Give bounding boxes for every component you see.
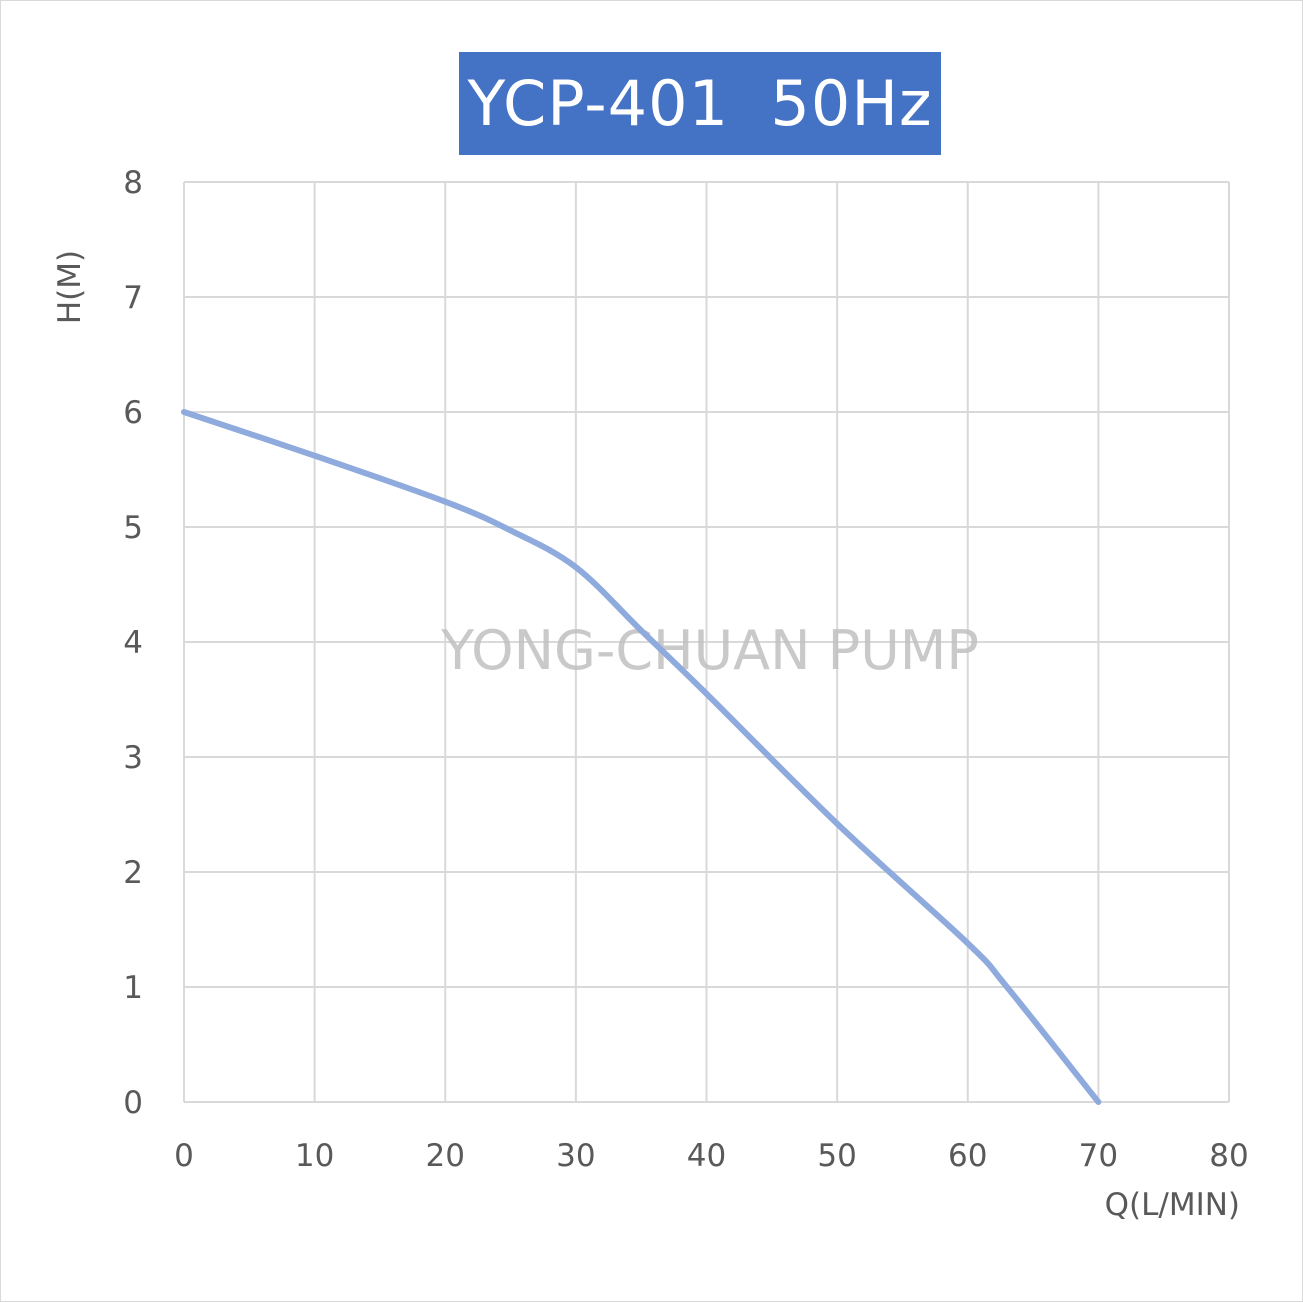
y-tick-label: 1 [123, 970, 143, 1006]
x-tick-label: 40 [687, 1138, 726, 1174]
x-tick-labels: 0 10 20 30 40 50 60 70 80 [174, 1138, 1249, 1174]
x-tick-label: 70 [1079, 1138, 1118, 1174]
x-tick-label: 60 [948, 1138, 987, 1174]
watermark: YONG-CHUAN PUMP [440, 619, 979, 682]
chart-title: YCP-401 50Hz [459, 52, 941, 155]
y-tick-label: 0 [123, 1085, 143, 1121]
y-tick-label: 7 [123, 280, 143, 316]
series-layer [181, 409, 1102, 1105]
x-tick-label: 30 [556, 1138, 595, 1174]
y-tick-labels: 0 1 2 3 4 5 6 7 8 [123, 165, 143, 1121]
x-axis-label: Q(L/MIN) [1105, 1187, 1240, 1223]
y-tick-label: 6 [123, 395, 143, 431]
x-tick-label: 10 [295, 1138, 334, 1174]
x-tick-label: 80 [1209, 1138, 1248, 1174]
grid-lines [183, 181, 1230, 1103]
y-tick-label: 4 [123, 625, 143, 661]
x-tick-label: 20 [426, 1138, 465, 1174]
x-tick-label: 50 [817, 1138, 856, 1174]
y-axis-label: H(M) [52, 250, 88, 324]
series-line-0 [181, 409, 1102, 1105]
x-tick-label: 0 [174, 1138, 194, 1174]
y-tick-label: 8 [123, 165, 143, 201]
y-tick-label: 2 [123, 855, 143, 891]
y-tick-label: 3 [123, 740, 143, 776]
y-tick-label: 5 [123, 510, 143, 546]
